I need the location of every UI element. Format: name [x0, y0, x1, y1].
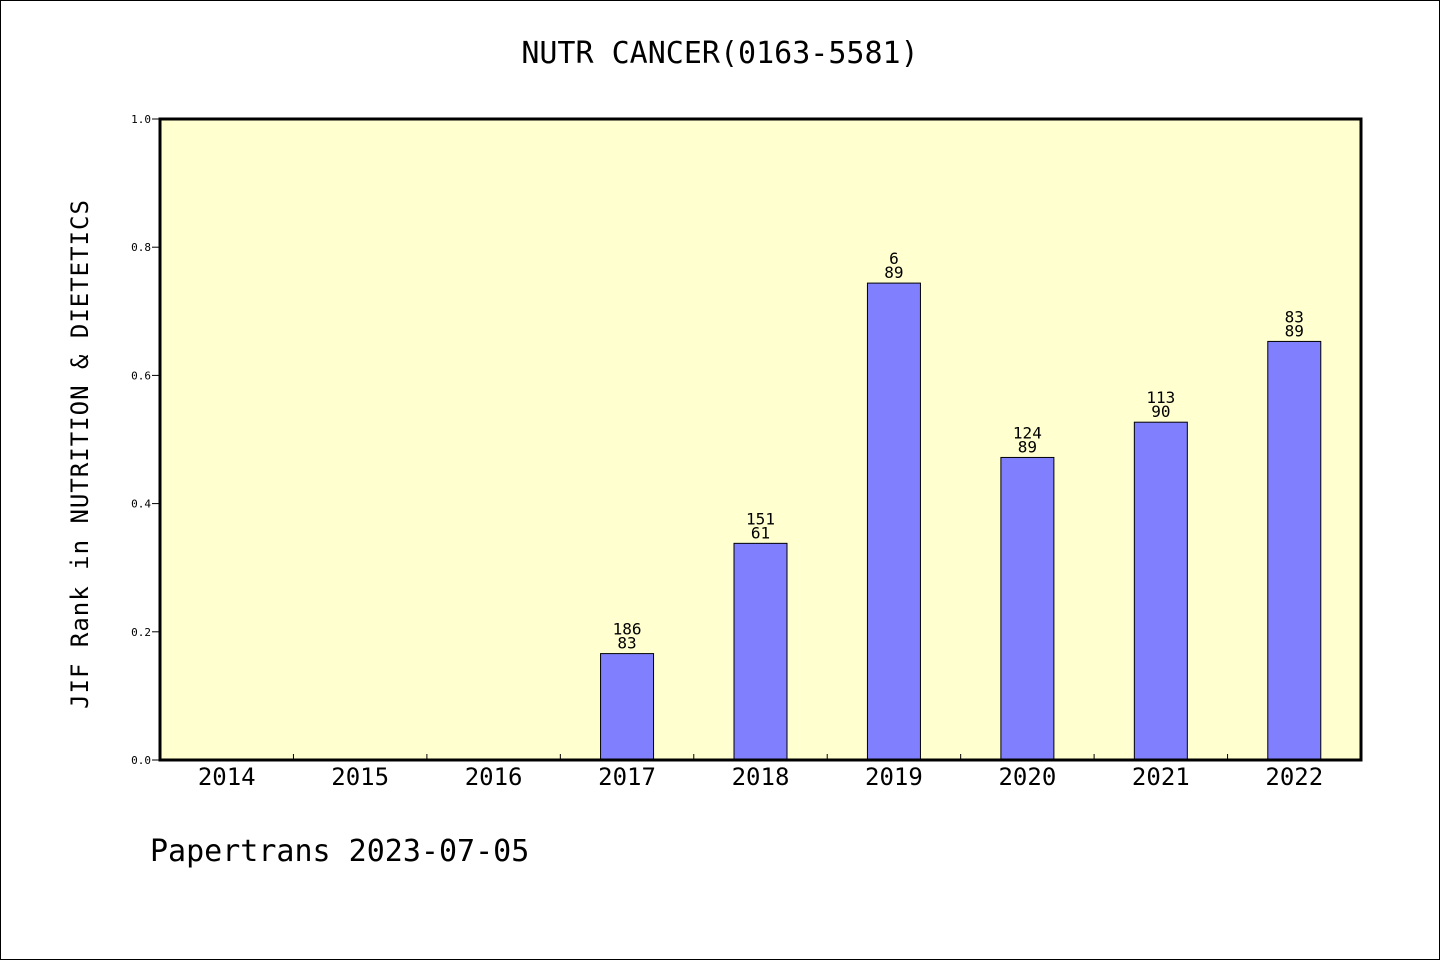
y-tick-label: 0.6 — [131, 369, 151, 382]
bar-label-bottom: 90 — [1151, 402, 1170, 421]
bar — [733, 542, 788, 761]
bar — [1267, 340, 1322, 761]
bar-label-bottom: 89 — [1285, 321, 1304, 340]
bar-label-top: 124 — [1013, 423, 1042, 442]
y-tick-label: 1.0 — [131, 113, 151, 126]
x-tick-label: 2015 — [331, 763, 389, 791]
chart-title: NUTR CANCER(0163-5581) — [521, 36, 919, 71]
bar-label-bottom: 61 — [751, 523, 770, 542]
bar-label-bottom: 83 — [617, 634, 636, 653]
plot-border — [158, 117, 1363, 762]
bar — [1133, 421, 1188, 761]
bar-label-top: 83 — [1285, 307, 1304, 326]
bar-label-top: 151 — [746, 509, 775, 528]
x-tick-label: 2018 — [732, 763, 790, 791]
bar-label-bottom: 89 — [884, 263, 903, 282]
bar — [600, 653, 655, 761]
y-tick-label: 0.8 — [131, 241, 151, 254]
footer-text: Papertrans 2023-07-05 — [150, 834, 530, 869]
y-tick-label: 0.2 — [131, 626, 151, 639]
bar-label-top: 113 — [1146, 388, 1175, 407]
y-tick-label: 0.4 — [131, 498, 151, 511]
x-tick-label: 2016 — [465, 763, 523, 791]
bar-label-top: 186 — [613, 620, 642, 639]
x-tick-label: 2014 — [198, 763, 256, 791]
x-tick-label: 2022 — [1265, 763, 1323, 791]
x-tick-label: 2019 — [865, 763, 923, 791]
bar — [866, 282, 921, 761]
x-tick-label: 2017 — [598, 763, 656, 791]
x-tick-label: 2020 — [998, 763, 1056, 791]
bar — [1000, 456, 1055, 761]
x-tick-label: 2021 — [1132, 763, 1190, 791]
y-tick-label: 0.0 — [131, 754, 151, 767]
bar-label-top: 6 — [889, 249, 899, 268]
bar-label-bottom: 89 — [1018, 437, 1037, 456]
